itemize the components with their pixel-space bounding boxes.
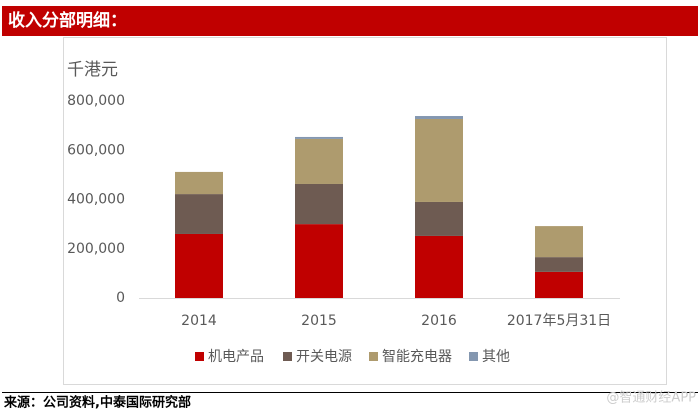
bar-segment [295,138,343,184]
source: 来源：公司资料,中泰国际研究部 [3,395,191,411]
y-tick-label: 0 [116,290,125,306]
bar-segment [415,201,463,236]
bar-segment [535,271,583,298]
bar-segment [415,235,463,298]
bar-segment [175,233,223,298]
watermark: @智通财经APP [606,391,696,406]
header-bar [2,6,698,36]
bar-segment [175,171,223,195]
legend-label: 智能充电器 [382,349,452,365]
legend-label: 开关电源 [296,349,352,365]
legend-swatch [369,352,378,361]
legend-swatch [469,352,478,361]
bar-segment [535,257,583,272]
legend-label: 其他 [482,349,510,365]
bar-segment [415,118,463,202]
chart-frame [63,37,667,385]
x-tick-label: 2015 [301,313,337,329]
y-tick-label: 600,000 [67,142,125,158]
x-tick-label: 2014 [181,313,217,329]
x-tick-label: 2017年5月31日 [507,313,611,329]
y-axis-label: 千港元 [67,60,118,80]
header-title: 收入分部明细： [8,10,127,31]
legend-label: 机电产品 [208,349,264,365]
legend-swatch [195,352,204,361]
bar-segment [415,116,463,119]
bar-segment [175,194,223,234]
y-tick-label: 200,000 [67,241,125,257]
bar-segment [295,224,343,298]
bar-segment [295,136,343,139]
y-tick-label: 400,000 [67,192,125,208]
bar-segment [295,183,343,225]
y-tick-label: 800,000 [67,93,125,109]
x-tick-label: 2016 [421,313,457,329]
bar-segment [535,226,583,258]
legend-swatch [283,352,292,361]
